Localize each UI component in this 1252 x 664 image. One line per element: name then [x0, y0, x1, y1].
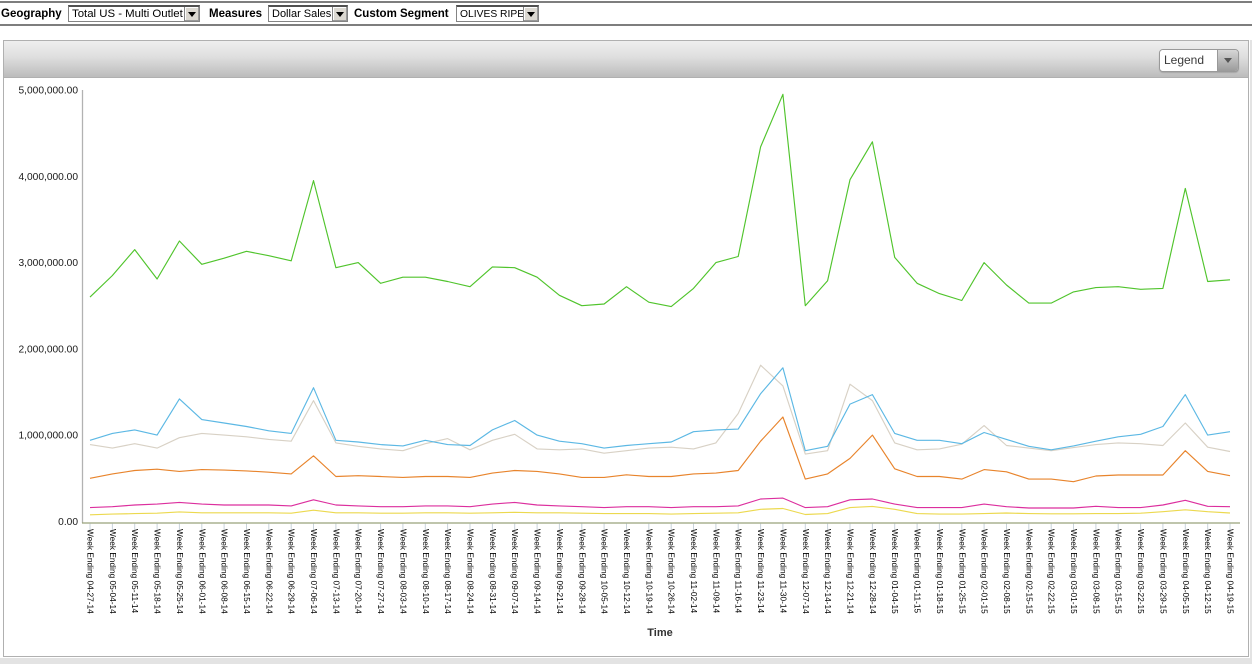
svg-text:Week Ending 03-22-15: Week Ending 03-22-15 — [1136, 529, 1146, 614]
svg-text:4,000,000.00: 4,000,000.00 — [19, 172, 79, 183]
svg-text:0.00: 0.00 — [58, 517, 78, 528]
svg-text:Week Ending 02-01-15: Week Ending 02-01-15 — [980, 529, 990, 614]
svg-text:Week Ending 06-29-14: Week Ending 06-29-14 — [287, 529, 297, 614]
svg-text:Week Ending 01-04-15: Week Ending 01-04-15 — [890, 529, 900, 614]
svg-text:Week Ending 07-27-14: Week Ending 07-27-14 — [376, 529, 386, 614]
svg-text:Week Ending 09-14-14: Week Ending 09-14-14 — [533, 529, 543, 614]
svg-text:Week Ending 07-06-14: Week Ending 07-06-14 — [309, 529, 319, 614]
svg-text:Week Ending 12-28-14: Week Ending 12-28-14 — [868, 529, 878, 614]
svg-text:Week Ending 06-22-14: Week Ending 06-22-14 — [264, 529, 274, 614]
svg-text:Week Ending 09-21-14: Week Ending 09-21-14 — [555, 529, 565, 614]
svg-text:Week Ending 04-12-15: Week Ending 04-12-15 — [1203, 529, 1213, 614]
svg-text:Week Ending 01-11-15: Week Ending 01-11-15 — [913, 529, 923, 613]
svg-text:Week Ending 05-18-14: Week Ending 05-18-14 — [153, 529, 163, 614]
svg-text:Week Ending 11-23-14: Week Ending 11-23-14 — [756, 529, 766, 613]
svg-text:Week Ending 10-19-14: Week Ending 10-19-14 — [644, 529, 654, 614]
svg-text:Week Ending 11-02-14: Week Ending 11-02-14 — [689, 529, 699, 613]
svg-text:Time: Time — [647, 627, 672, 639]
svg-text:Week Ending 08-31-14: Week Ending 08-31-14 — [488, 529, 498, 614]
svg-text:Week Ending 06-15-14: Week Ending 06-15-14 — [242, 529, 252, 614]
svg-text:Week Ending 05-25-14: Week Ending 05-25-14 — [175, 529, 185, 614]
svg-text:Week Ending 04-19-15: Week Ending 04-19-15 — [1226, 529, 1236, 614]
svg-text:Week Ending 05-04-14: Week Ending 05-04-14 — [108, 529, 118, 614]
svg-text:Week Ending 12-07-14: Week Ending 12-07-14 — [801, 529, 811, 614]
svg-text:Week Ending 10-12-14: Week Ending 10-12-14 — [622, 529, 632, 614]
svg-text:Week Ending 07-13-14: Week Ending 07-13-14 — [331, 529, 341, 614]
svg-text:Week Ending 12-14-14: Week Ending 12-14-14 — [823, 529, 833, 614]
svg-text:Week Ending 02-15-15: Week Ending 02-15-15 — [1024, 529, 1034, 614]
svg-text:Week Ending 04-05-15: Week Ending 04-05-15 — [1181, 529, 1191, 614]
svg-text:Week Ending 08-17-14: Week Ending 08-17-14 — [443, 529, 453, 614]
svg-text:Week Ending 09-28-14: Week Ending 09-28-14 — [577, 529, 587, 614]
svg-text:Week Ending 03-01-15: Week Ending 03-01-15 — [1069, 529, 1079, 614]
svg-text:Week Ending 08-03-14: Week Ending 08-03-14 — [398, 529, 408, 614]
svg-text:5,000,000.00: 5,000,000.00 — [19, 86, 79, 97]
svg-text:Week Ending 10-05-14: Week Ending 10-05-14 — [600, 529, 610, 614]
svg-text:Week Ending 04-27-14: Week Ending 04-27-14 — [86, 529, 96, 614]
svg-text:Week Ending 03-29-15: Week Ending 03-29-15 — [1158, 529, 1168, 614]
svg-text:Week Ending 02-08-15: Week Ending 02-08-15 — [1002, 529, 1012, 614]
svg-text:2,000,000.00: 2,000,000.00 — [19, 344, 79, 355]
svg-text:Week Ending 07-20-14: Week Ending 07-20-14 — [354, 529, 364, 614]
svg-text:Week Ending 11-16-14: Week Ending 11-16-14 — [734, 529, 744, 613]
svg-text:Week Ending 06-08-14: Week Ending 06-08-14 — [220, 529, 230, 614]
svg-text:Week Ending 11-09-14: Week Ending 11-09-14 — [711, 529, 721, 613]
svg-text:3,000,000.00: 3,000,000.00 — [19, 258, 79, 269]
svg-text:Week Ending 03-15-15: Week Ending 03-15-15 — [1114, 529, 1124, 614]
svg-text:Week Ending 12-21-14: Week Ending 12-21-14 — [846, 529, 856, 614]
svg-text:Week Ending 09-07-14: Week Ending 09-07-14 — [510, 529, 520, 614]
svg-text:Week Ending 01-18-15: Week Ending 01-18-15 — [935, 529, 945, 614]
svg-text:Week Ending 03-08-15: Week Ending 03-08-15 — [1091, 529, 1101, 614]
svg-text:Week Ending 08-10-14: Week Ending 08-10-14 — [421, 529, 431, 614]
svg-text:1,000,000.00: 1,000,000.00 — [19, 431, 79, 442]
svg-text:Week Ending 02-22-15: Week Ending 02-22-15 — [1047, 529, 1057, 614]
svg-text:Week Ending 06-01-14: Week Ending 06-01-14 — [197, 529, 207, 614]
svg-text:Week Ending 08-24-14: Week Ending 08-24-14 — [466, 529, 476, 614]
svg-text:Week Ending 10-26-14: Week Ending 10-26-14 — [667, 529, 677, 614]
svg-text:Week Ending 05-11-14: Week Ending 05-11-14 — [130, 529, 140, 613]
svg-text:Week Ending 11-30-14: Week Ending 11-30-14 — [778, 529, 788, 613]
svg-text:Week Ending 01-25-15: Week Ending 01-25-15 — [957, 529, 967, 614]
